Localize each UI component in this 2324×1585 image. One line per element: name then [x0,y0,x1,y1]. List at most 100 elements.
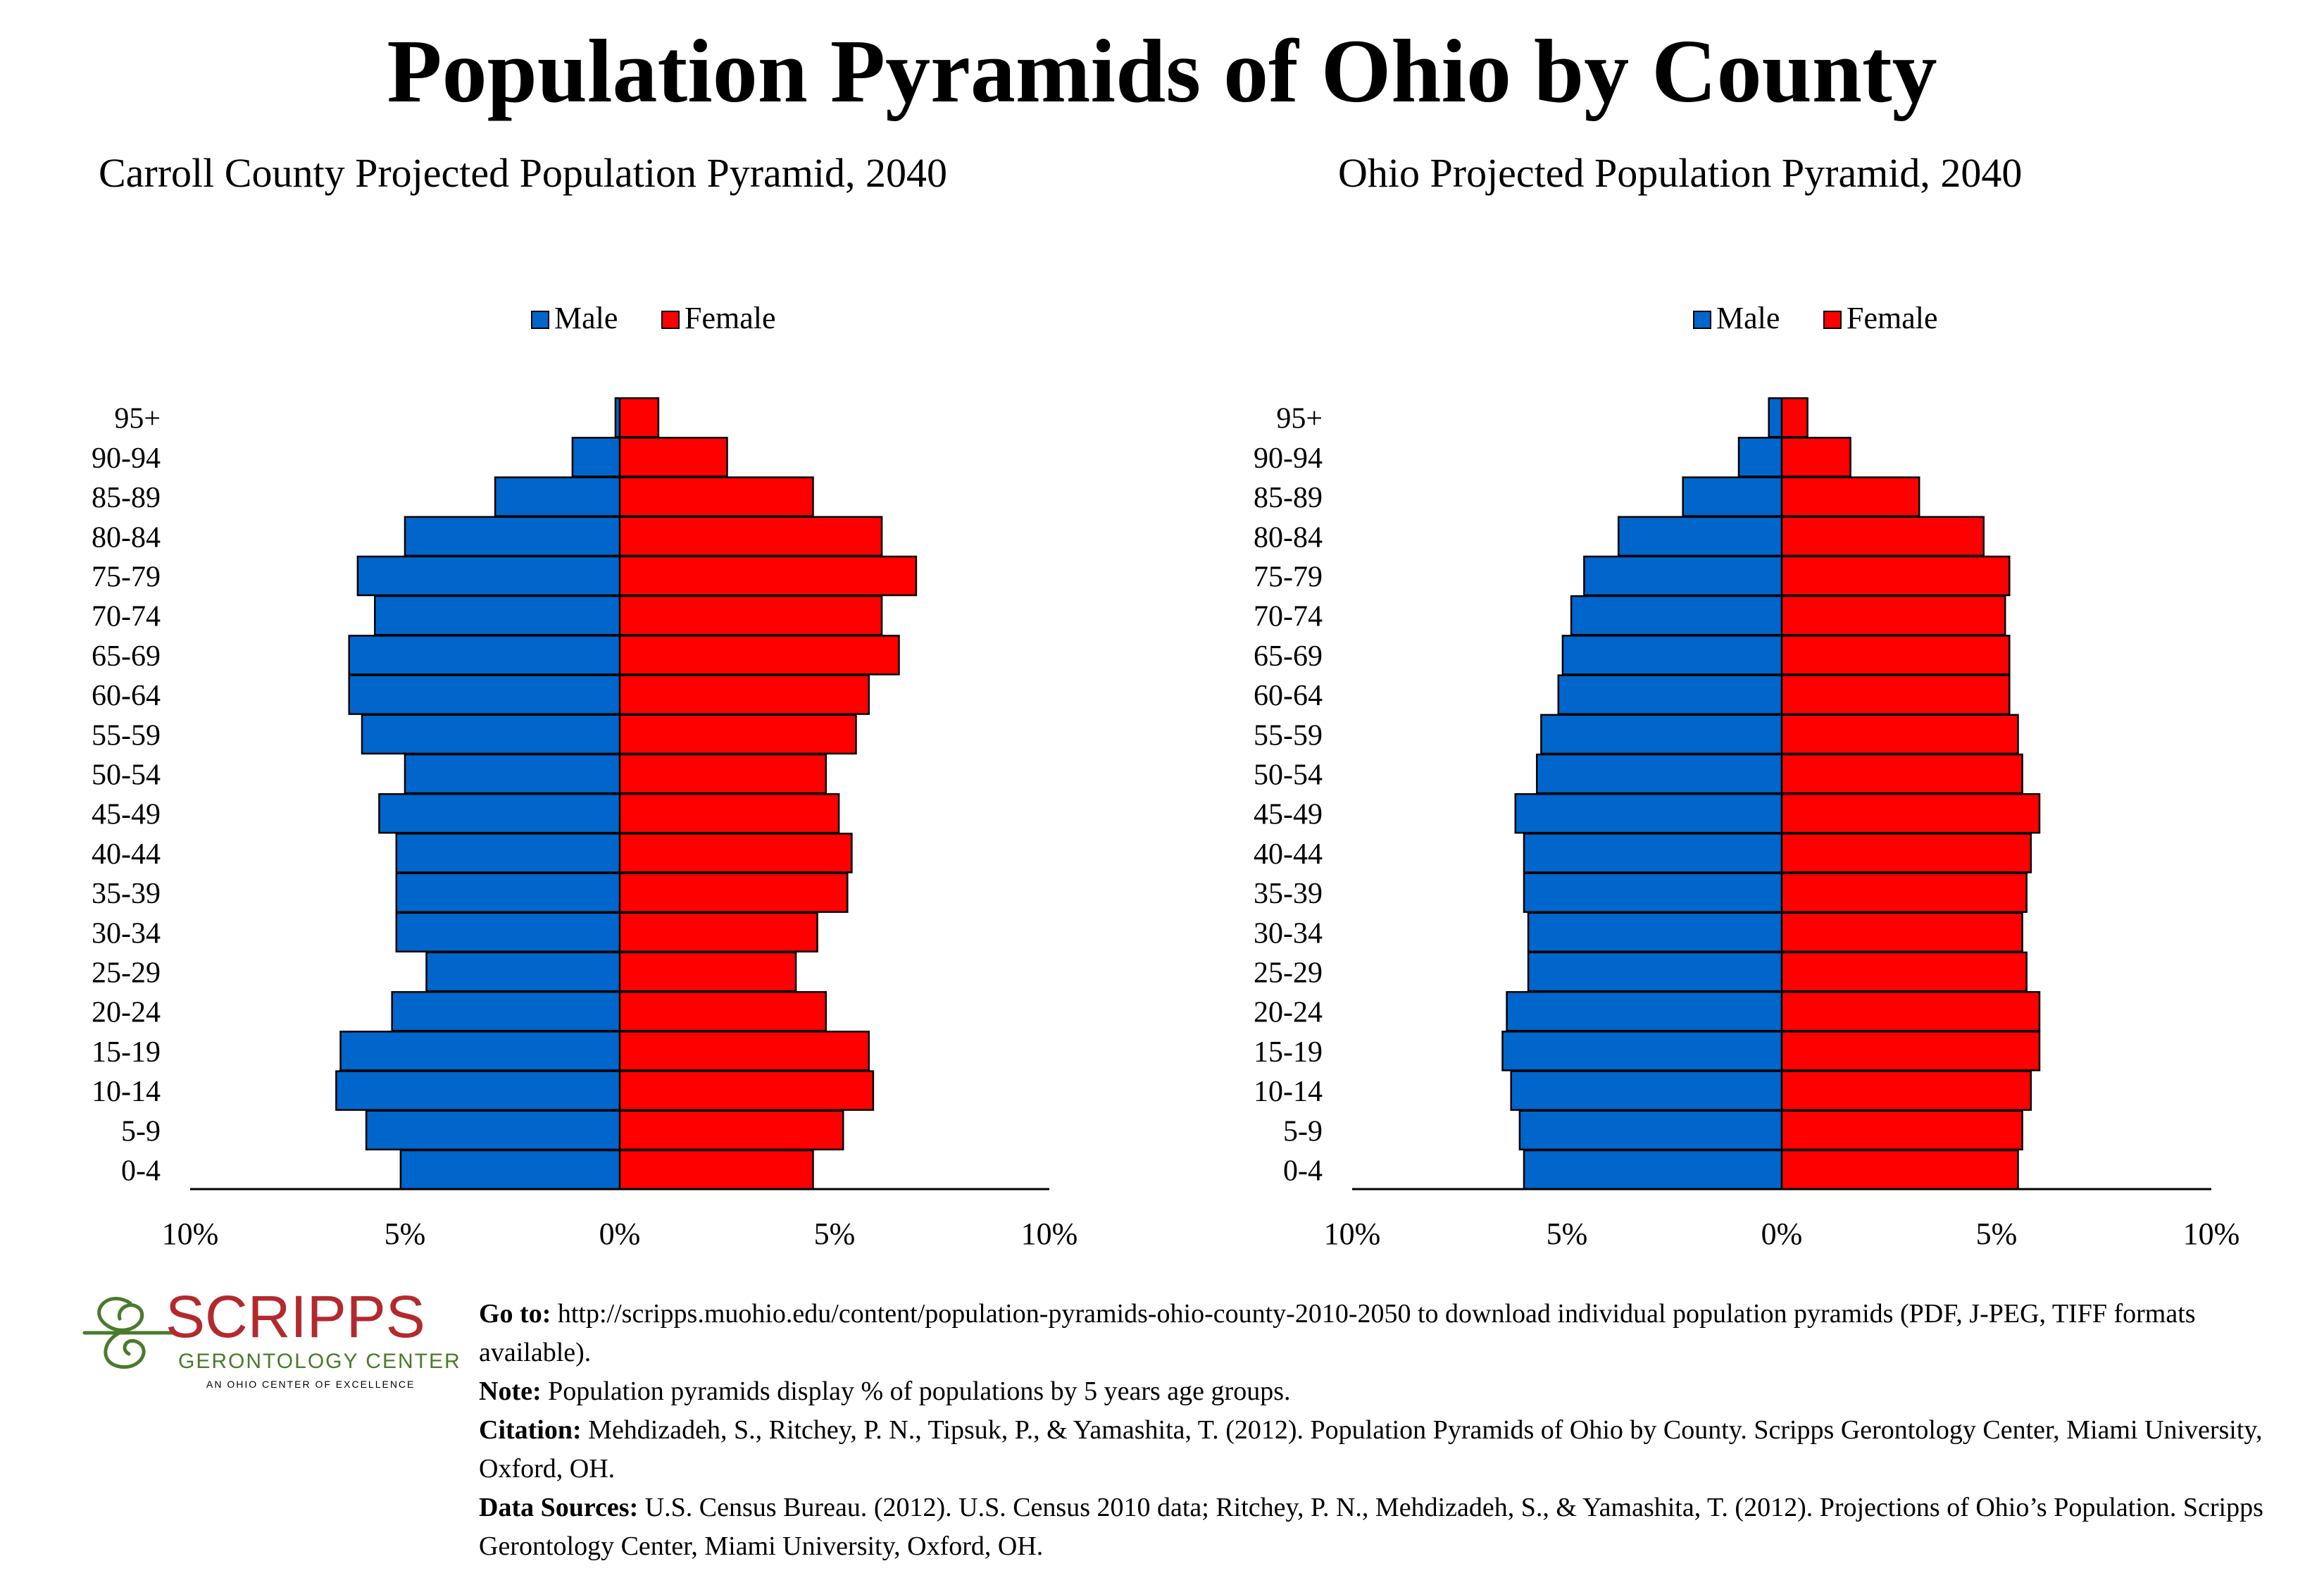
age-label-60-64: 60-64 [1254,680,1323,712]
bar-female-80-84 [618,516,883,557]
legend-swatch-female [661,311,680,329]
bar-female-55-59 [1780,714,2019,755]
x-tick-label: 5% [1976,1217,2018,1251]
age-label-5-9: 5-9 [1283,1115,1323,1148]
bar-female-45-49 [1780,792,2041,834]
bar-male-70-74 [374,595,621,636]
bar-male-25-29 [1527,951,1783,993]
bar-female-95+ [618,397,660,438]
x-tick-label: 10% [162,1217,219,1251]
bar-female-75-79 [1780,555,2011,597]
bar-male-0-4 [1523,1149,1783,1191]
age-label-45-49: 45-49 [92,799,161,831]
chart-title: Ohio Projected Population Pyramid, 2040 [1338,150,2022,196]
bar-male-25-29 [425,951,621,993]
bar-male-85-89 [1682,476,1783,517]
logo-wordmark: SCRIPPS [165,1283,425,1350]
age-label-35-39: 35-39 [92,878,161,910]
page-title: Population Pyramids of Ohio by County [387,21,1937,121]
legend-label-male: Male [1716,301,1780,335]
scripps-swirl-icon [82,1297,175,1369]
age-label-40-44: 40-44 [92,838,161,871]
bar-female-50-54 [618,753,827,795]
bar-female-20-24 [1780,990,2041,1032]
bar-female-55-59 [618,714,857,755]
bar-female-70-74 [1780,595,2006,636]
bar-male-55-59 [361,714,621,755]
citation-label: Citation: [479,1415,582,1445]
ohio-pyramid-chart: Ohio Projected Population Pyramid, 2040 M… [1254,150,2240,1251]
legend-label-female: Female [1847,301,1938,335]
carroll-county-pyramid-chart: Carroll County Projected Population Pyra… [92,150,1077,1251]
bar-female-35-39 [1780,872,2028,913]
bar-female-20-24 [618,990,827,1032]
age-label-70-74: 70-74 [1254,601,1323,633]
bar-female-5-9 [1780,1110,2023,1151]
age-label-85-89: 85-89 [1254,482,1323,514]
age-label-30-34: 30-34 [1254,917,1323,950]
bar-male-20-24 [391,990,621,1032]
age-label-95+: 95+ [1276,403,1323,435]
bar-male-70-74 [1570,595,1783,636]
age-label-95+: 95+ [114,403,161,435]
bar-female-25-29 [1780,951,2028,993]
note-label: Note: [479,1376,542,1406]
age-label-25-29: 25-29 [1254,957,1323,990]
age-label-15-19: 15-19 [92,1036,161,1069]
bar-male-35-39 [1523,872,1783,913]
age-label-55-59: 55-59 [92,719,161,752]
sources-label: Data Sources: [479,1493,639,1522]
bar-female-85-89 [618,476,814,517]
age-label-75-79: 75-79 [1254,561,1323,594]
goto-label: Go to: [479,1299,551,1329]
bar-female-30-34 [618,912,818,953]
age-label-0-4: 0-4 [121,1155,161,1188]
age-label-20-24: 20-24 [1254,997,1323,1029]
logo-subtitle: GERONTOLOGY CENTER [178,1350,461,1373]
bar-male-80-84 [1617,516,1783,557]
x-tick-label: 5% [1547,1217,1588,1251]
bar-female-60-64 [618,674,870,715]
age-label-40-44: 40-44 [1254,838,1323,871]
bar-female-30-34 [1780,912,2023,953]
bar-male-20-24 [1506,990,1783,1032]
bar-female-10-14 [1780,1070,2032,1111]
logo-tagline: AN OHIO CENTER OF EXCELLENCE [206,1379,415,1390]
age-label-50-54: 50-54 [1254,759,1323,792]
bar-male-0-4 [399,1149,621,1191]
age-label-75-79: 75-79 [92,561,161,594]
bar-female-35-39 [618,872,849,913]
age-label-25-29: 25-29 [92,957,161,990]
age-label-5-9: 5-9 [121,1115,161,1148]
age-label-90-94: 90-94 [92,442,161,475]
goto-text: http://scripps.muohio.edu/content/popula… [479,1299,2196,1367]
legend-swatch-male [531,311,549,329]
age-label-65-69: 65-69 [92,640,161,673]
bar-male-65-69 [348,635,621,676]
age-label-15-19: 15-19 [1254,1036,1323,1069]
x-tick-label: 10% [2183,1217,2240,1251]
bar-female-50-54 [1780,753,2023,795]
scripps-logo: SCRIPPS GERONTOLOGY CENTER AN OHIO CENTE… [82,1283,461,1390]
bar-female-5-9 [618,1110,844,1151]
footer-notes: Go to: http://scripps.muohio.edu/content… [479,1295,2310,1566]
x-tick-label: 0% [599,1217,641,1251]
bar-male-60-64 [1557,674,1783,715]
bar-male-40-44 [395,833,621,874]
bar-male-60-64 [348,674,621,715]
sources-text: U.S. Census Bureau. (2012). U.S. Census … [479,1493,2263,1561]
bar-male-15-19 [339,1031,621,1071]
bar-male-35-39 [395,872,621,913]
age-label-85-89: 85-89 [92,482,161,514]
bar-female-65-69 [1780,635,2011,676]
x-tick-label: 5% [814,1217,856,1251]
legend-label-female: Female [685,301,776,335]
legend-swatch-male [1693,311,1711,329]
bar-male-50-54 [404,753,621,795]
bar-male-40-44 [1523,833,1783,874]
citation-text: Mehdizadeh, S., Ritchey, P. N., Tipsuk, … [479,1415,2263,1484]
bar-male-80-84 [404,516,621,557]
bar-female-95+ [1780,397,1808,438]
bar-female-15-19 [1780,1031,2041,1071]
bar-female-15-19 [618,1031,870,1071]
